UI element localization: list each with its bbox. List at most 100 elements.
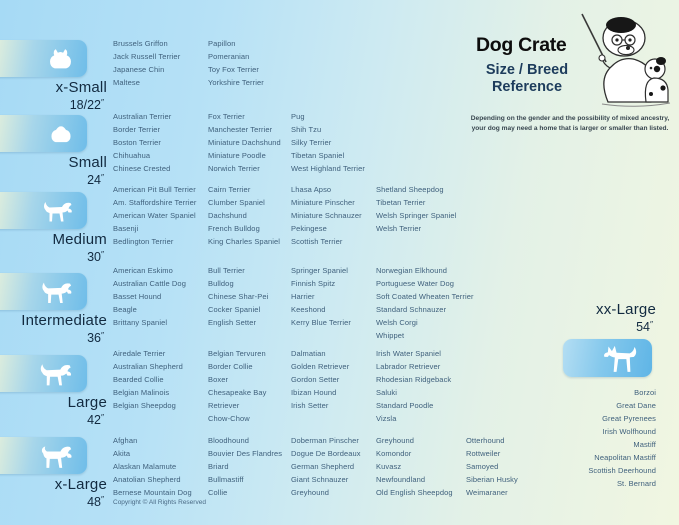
breed-name: Beagle <box>113 305 137 314</box>
breed-name: Komondor <box>376 449 412 458</box>
breed-name: Bedlington Terrier <box>113 237 174 246</box>
breed-column-xx-large: Borzoi Great Dane Great Pyrenees Irish Wolf… <box>588 386 656 490</box>
breed-name: Springer Spaniel <box>291 266 349 275</box>
breed-name: Japanese Chin <box>113 65 165 74</box>
teacher-dog-illustration <box>581 13 671 107</box>
size-label: Small <box>68 154 107 171</box>
breed-name: Chesapeake Bay Retriever <box>208 388 267 410</box>
inch-mark: ″ <box>100 172 104 182</box>
inch-mark: ″ <box>100 412 104 422</box>
breed-name: Borzoi <box>634 388 656 397</box>
breed-name: Greyhound <box>376 436 415 445</box>
breed-column: Lhasa Apso Miniature Pinscher Miniature Sc… <box>291 183 362 248</box>
breed-name: Old English Sheepdog <box>376 488 453 497</box>
size-caption-x-small: x-Small 18/22″ <box>0 80 107 113</box>
breed-name: Basenji <box>113 224 139 233</box>
breed-name: Great Dane <box>616 401 656 410</box>
breed-name: Dogue De Bordeaux <box>291 449 361 458</box>
breed-name: Great Pyrenees <box>602 414 656 423</box>
breed-name: Toy Fox Terrier <box>208 65 259 74</box>
breed-name: Airedale Terrier <box>113 349 166 358</box>
breed-name: Doberman Pinscher <box>291 436 359 445</box>
breed-column: Otterhound Rottweiler Samoyed Siberian Husk… <box>466 434 518 499</box>
breed-name: French Bulldog <box>208 224 260 233</box>
breed-column: Belgian Tervuren Border Collie Boxer Chesap… <box>208 347 288 425</box>
inch-mark: ″ <box>100 97 104 107</box>
breed-name: King Charles Spaniel <box>208 237 281 246</box>
page-subtitle: Size / Breed Reference <box>485 62 569 95</box>
breed-name: Kuvasz <box>376 462 402 471</box>
breed-name: Irish Water Spaniel <box>376 349 441 358</box>
breed-name: Weimaraner <box>466 488 508 497</box>
breed-name: Shih Tzu <box>291 125 322 134</box>
shih-tzu-icon <box>51 125 71 142</box>
breed-name: Bearded Collie <box>113 375 164 384</box>
size-label: Large <box>67 394 107 411</box>
breed-column: American Eskimo Australian Cattle Dog Bass… <box>113 264 186 329</box>
breed-name: Giant Schnauzer <box>291 475 349 484</box>
size-dimension: 18/22″ <box>69 97 104 112</box>
size-badge-small <box>0 115 87 152</box>
breed-name: Greyhound <box>291 488 330 497</box>
breed-name: Norwich Terrier <box>208 164 260 173</box>
size-caption-x-large: x-Large 48″ <box>0 477 107 510</box>
breed-name: Border Collie <box>208 362 253 371</box>
breed-name: Australian Terrier <box>113 112 172 121</box>
breed-name: Alaskan Malamute <box>113 462 177 471</box>
breed-column: Afghan Akita Alaskan Malamute Anatolian She… <box>113 434 192 499</box>
breed-name: Bloodhound <box>208 436 250 445</box>
breed-name: Akita <box>113 449 131 458</box>
page-title: Dog Crate <box>476 34 567 56</box>
breed-name: Bulldog <box>208 279 234 288</box>
breed-name: Border Terrier <box>113 125 161 134</box>
breed-name: Dachshund <box>208 211 247 220</box>
breed-name: Brussels Griffon <box>113 39 168 48</box>
breed-column: Doberman Pinscher Dogue De Bordeaux German… <box>291 434 361 499</box>
size-label: Medium <box>52 231 107 248</box>
inch-mark: ″ <box>649 319 653 329</box>
breed-name: Scottish Terrier <box>291 237 343 246</box>
breed-name: Chinese Crested <box>113 164 171 173</box>
breed-column: Australian Terrier Border Terrier Boston T… <box>113 110 171 175</box>
breed-name: Rottweiler <box>466 449 501 458</box>
breed-name: Rhodesian Ridgeback <box>376 375 452 384</box>
breed-name: Shetland Sheepdog <box>376 185 444 194</box>
breed-name: Scottish Deerhound <box>588 466 656 475</box>
breed-column: Irish Water Spaniel Labrador Retriever Rho… <box>376 347 451 425</box>
inch-mark: ″ <box>100 494 104 504</box>
disclaimer-note: Depending on the gender and the possibil… <box>470 115 670 132</box>
breed-name: American Pit Bull Terrier <box>113 185 196 194</box>
breed-column: Shetland Sheepdog Tibetan Terrier Welsh Sp… <box>376 183 456 235</box>
breed-name: Miniature Schnauzer <box>291 211 362 220</box>
breed-name: Manchester Terrier <box>208 125 273 134</box>
breed-name: Welsh Springer Spaniel <box>376 211 457 220</box>
breed-name: Harrier <box>291 292 315 301</box>
breed-name: Miniature Dachshund <box>208 138 281 147</box>
breed-column: Papillon Pomeranian Toy Fox Terrier Yorkshi… <box>208 37 264 89</box>
breed-name: Whippet <box>376 331 405 340</box>
breed-name: Maltese <box>113 78 140 87</box>
breed-column: Airedale Terrier Australian Shepherd Beard… <box>113 347 183 412</box>
breed-name: Brittany Spaniel <box>113 318 168 327</box>
breed-name: Irish Wolfhound <box>602 427 656 436</box>
size-label: xx-Large <box>596 301 656 318</box>
breed-column: Norwegian Elkhound Portuguese Water Dog So… <box>376 264 474 342</box>
breed-column: Fox Terrier Manchester Terrier Miniature D… <box>208 110 281 175</box>
breed-name: Miniature Pinscher <box>291 198 355 207</box>
breed-name: Miniature Poodle <box>208 151 266 160</box>
breed-name: Australian Shepherd <box>113 362 183 371</box>
breed-column: Bull Terrier Bulldog Chinese Shar-Pei Cocke… <box>208 264 268 329</box>
breed-name: Dalmatian <box>291 349 326 358</box>
size-badge-x-small <box>0 40 87 77</box>
size-caption-medium: Medium 30″ <box>0 232 107 265</box>
size-label: x-Large <box>54 476 107 493</box>
akita-icon <box>41 445 72 468</box>
breed-name: Soft Coated Wheaten Terrier <box>376 292 474 301</box>
breed-name: Cocker Spaniel <box>208 305 261 314</box>
size-badge-x-large <box>0 437 87 474</box>
retriever-icon <box>40 363 72 385</box>
breed-name: Clumber Spaniel <box>208 198 265 207</box>
breed-name: Finnish Spitz <box>291 279 336 288</box>
size-caption-xx-large: xx-Large 54″ <box>596 302 656 335</box>
breed-name: Chow-Chow <box>208 414 250 423</box>
